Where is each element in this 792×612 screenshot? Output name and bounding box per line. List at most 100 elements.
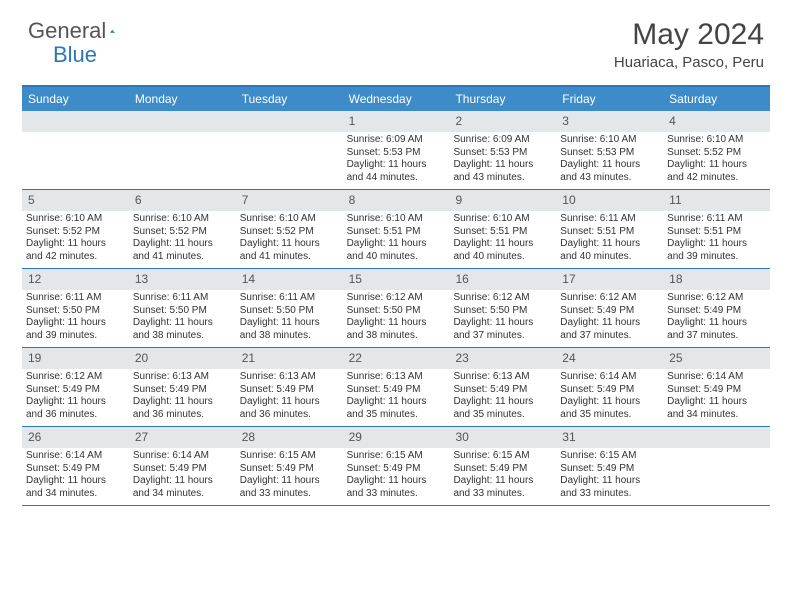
- sunrise-text: Sunrise: 6:12 AM: [26, 371, 125, 384]
- daylight-text: Daylight: 11 hours and 33 minutes.: [560, 475, 659, 500]
- sunrise-text: Sunrise: 6:15 AM: [240, 450, 339, 463]
- day-number: 14: [236, 269, 343, 290]
- logo: General: [28, 18, 138, 44]
- day-body: Sunrise: 6:09 AMSunset: 5:53 PMDaylight:…: [449, 132, 556, 188]
- day-cell: 20Sunrise: 6:13 AMSunset: 5:49 PMDayligh…: [129, 348, 236, 426]
- day-body: Sunrise: 6:14 AMSunset: 5:49 PMDaylight:…: [22, 448, 129, 504]
- sunset-text: Sunset: 5:49 PM: [240, 463, 339, 476]
- day-cell: 22Sunrise: 6:13 AMSunset: 5:49 PMDayligh…: [343, 348, 450, 426]
- day-number: 23: [449, 348, 556, 369]
- daylight-text: Daylight: 11 hours and 43 minutes.: [560, 159, 659, 184]
- sunrise-text: Sunrise: 6:10 AM: [133, 213, 232, 226]
- day-number: 8: [343, 190, 450, 211]
- day-header: Monday: [129, 87, 236, 111]
- sunset-text: Sunset: 5:52 PM: [26, 226, 125, 239]
- day-cell: 24Sunrise: 6:14 AMSunset: 5:49 PMDayligh…: [556, 348, 663, 426]
- day-body: Sunrise: 6:13 AMSunset: 5:49 PMDaylight:…: [236, 369, 343, 425]
- day-number: 24: [556, 348, 663, 369]
- day-body: Sunrise: 6:10 AMSunset: 5:51 PMDaylight:…: [449, 211, 556, 267]
- day-number: 29: [343, 427, 450, 448]
- day-body: Sunrise: 6:14 AMSunset: 5:49 PMDaylight:…: [556, 369, 663, 425]
- day-cell: 21Sunrise: 6:13 AMSunset: 5:49 PMDayligh…: [236, 348, 343, 426]
- day-number: 15: [343, 269, 450, 290]
- day-number: 16: [449, 269, 556, 290]
- day-number: 30: [449, 427, 556, 448]
- daylight-text: Daylight: 11 hours and 35 minutes.: [560, 396, 659, 421]
- sunrise-text: Sunrise: 6:11 AM: [133, 292, 232, 305]
- day-number: 20: [129, 348, 236, 369]
- day-header: Tuesday: [236, 87, 343, 111]
- day-cell: 28Sunrise: 6:15 AMSunset: 5:49 PMDayligh…: [236, 427, 343, 505]
- sunset-text: Sunset: 5:51 PM: [667, 226, 766, 239]
- day-number: 13: [129, 269, 236, 290]
- day-cell: 30Sunrise: 6:15 AMSunset: 5:49 PMDayligh…: [449, 427, 556, 505]
- sunrise-text: Sunrise: 6:14 AM: [133, 450, 232, 463]
- daylight-text: Daylight: 11 hours and 37 minutes.: [453, 317, 552, 342]
- day-body: Sunrise: 6:11 AMSunset: 5:50 PMDaylight:…: [129, 290, 236, 346]
- sunset-text: Sunset: 5:49 PM: [560, 463, 659, 476]
- sunrise-text: Sunrise: 6:12 AM: [453, 292, 552, 305]
- sunrise-text: Sunrise: 6:12 AM: [560, 292, 659, 305]
- day-cell: 16Sunrise: 6:12 AMSunset: 5:50 PMDayligh…: [449, 269, 556, 347]
- sunset-text: Sunset: 5:53 PM: [347, 147, 446, 160]
- day-body: Sunrise: 6:15 AMSunset: 5:49 PMDaylight:…: [556, 448, 663, 504]
- sunset-text: Sunset: 5:49 PM: [453, 384, 552, 397]
- week-row: 19Sunrise: 6:12 AMSunset: 5:49 PMDayligh…: [22, 348, 770, 427]
- day-cell: 27Sunrise: 6:14 AMSunset: 5:49 PMDayligh…: [129, 427, 236, 505]
- day-body: Sunrise: 6:10 AMSunset: 5:52 PMDaylight:…: [663, 132, 770, 188]
- sunset-text: Sunset: 5:50 PM: [26, 305, 125, 318]
- day-cell: 6Sunrise: 6:10 AMSunset: 5:52 PMDaylight…: [129, 190, 236, 268]
- day-cell: 2Sunrise: 6:09 AMSunset: 5:53 PMDaylight…: [449, 111, 556, 189]
- day-header: Thursday: [449, 87, 556, 111]
- day-cell: 23Sunrise: 6:13 AMSunset: 5:49 PMDayligh…: [449, 348, 556, 426]
- sunset-text: Sunset: 5:49 PM: [133, 384, 232, 397]
- day-number: 27: [129, 427, 236, 448]
- sunrise-text: Sunrise: 6:09 AM: [347, 134, 446, 147]
- sunset-text: Sunset: 5:49 PM: [26, 463, 125, 476]
- day-cell: 12Sunrise: 6:11 AMSunset: 5:50 PMDayligh…: [22, 269, 129, 347]
- day-cell: 10Sunrise: 6:11 AMSunset: 5:51 PMDayligh…: [556, 190, 663, 268]
- day-body: Sunrise: 6:14 AMSunset: 5:49 PMDaylight:…: [663, 369, 770, 425]
- day-number: 21: [236, 348, 343, 369]
- sunset-text: Sunset: 5:49 PM: [453, 463, 552, 476]
- day-cell: 25Sunrise: 6:14 AMSunset: 5:49 PMDayligh…: [663, 348, 770, 426]
- day-cell: 29Sunrise: 6:15 AMSunset: 5:49 PMDayligh…: [343, 427, 450, 505]
- day-cell: 5Sunrise: 6:10 AMSunset: 5:52 PMDaylight…: [22, 190, 129, 268]
- sunset-text: Sunset: 5:52 PM: [240, 226, 339, 239]
- daylight-text: Daylight: 11 hours and 40 minutes.: [347, 238, 446, 263]
- sunrise-text: Sunrise: 6:11 AM: [240, 292, 339, 305]
- day-header: Friday: [556, 87, 663, 111]
- daylight-text: Daylight: 11 hours and 42 minutes.: [26, 238, 125, 263]
- day-number: 7: [236, 190, 343, 211]
- sunset-text: Sunset: 5:51 PM: [453, 226, 552, 239]
- day-body: Sunrise: 6:10 AMSunset: 5:51 PMDaylight:…: [343, 211, 450, 267]
- sunrise-text: Sunrise: 6:11 AM: [667, 213, 766, 226]
- empty-day: [22, 111, 129, 132]
- day-body: Sunrise: 6:10 AMSunset: 5:53 PMDaylight:…: [556, 132, 663, 188]
- sunrise-text: Sunrise: 6:13 AM: [133, 371, 232, 384]
- day-body: Sunrise: 6:09 AMSunset: 5:53 PMDaylight:…: [343, 132, 450, 188]
- day-cell: 18Sunrise: 6:12 AMSunset: 5:49 PMDayligh…: [663, 269, 770, 347]
- day-number: 31: [556, 427, 663, 448]
- sunrise-text: Sunrise: 6:15 AM: [560, 450, 659, 463]
- day-number: 25: [663, 348, 770, 369]
- logo-blue-wrap: Blue: [52, 42, 97, 68]
- sunrise-text: Sunrise: 6:14 AM: [667, 371, 766, 384]
- week-row: 1Sunrise: 6:09 AMSunset: 5:53 PMDaylight…: [22, 111, 770, 190]
- day-body: Sunrise: 6:10 AMSunset: 5:52 PMDaylight:…: [129, 211, 236, 267]
- weeks-container: 1Sunrise: 6:09 AMSunset: 5:53 PMDaylight…: [22, 111, 770, 506]
- daylight-text: Daylight: 11 hours and 38 minutes.: [240, 317, 339, 342]
- calendar: SundayMondayTuesdayWednesdayThursdayFrid…: [22, 85, 770, 506]
- day-body: Sunrise: 6:11 AMSunset: 5:51 PMDaylight:…: [556, 211, 663, 267]
- day-number: 4: [663, 111, 770, 132]
- day-cell: 19Sunrise: 6:12 AMSunset: 5:49 PMDayligh…: [22, 348, 129, 426]
- day-cell: 14Sunrise: 6:11 AMSunset: 5:50 PMDayligh…: [236, 269, 343, 347]
- week-row: 12Sunrise: 6:11 AMSunset: 5:50 PMDayligh…: [22, 269, 770, 348]
- daylight-text: Daylight: 11 hours and 34 minutes.: [667, 396, 766, 421]
- sunrise-text: Sunrise: 6:10 AM: [347, 213, 446, 226]
- day-number: 5: [22, 190, 129, 211]
- daylight-text: Daylight: 11 hours and 35 minutes.: [347, 396, 446, 421]
- day-number: 26: [22, 427, 129, 448]
- sunrise-text: Sunrise: 6:12 AM: [667, 292, 766, 305]
- daylight-text: Daylight: 11 hours and 42 minutes.: [667, 159, 766, 184]
